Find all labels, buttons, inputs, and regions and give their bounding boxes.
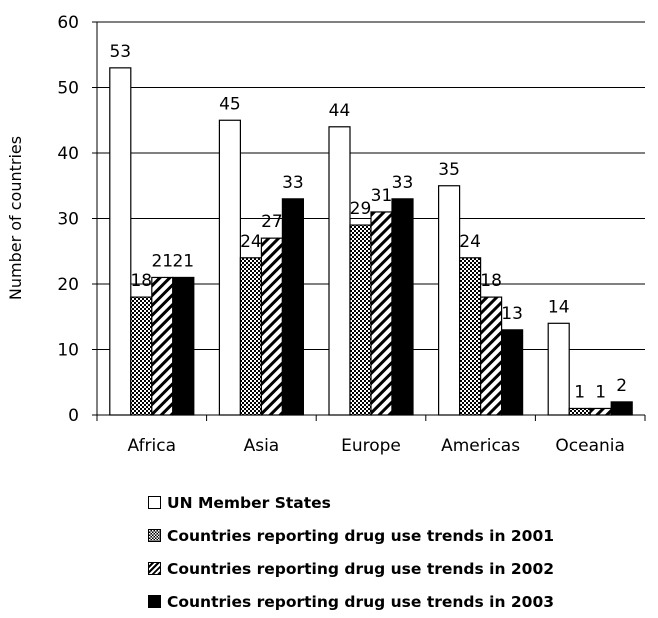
data-label: 24 — [459, 232, 481, 252]
legend-swatch-un-member-states — [148, 496, 161, 509]
legend-label: Countries reporting drug use trends in 2… — [167, 526, 555, 545]
y-tick-label: 60 — [57, 13, 79, 33]
category-label: Asia — [244, 436, 280, 456]
bar — [438, 185, 461, 416]
bar — [281, 198, 304, 416]
data-label: 1 — [595, 382, 606, 402]
legend-item: UN Member States — [148, 486, 554, 519]
category-label: Europe — [341, 436, 401, 456]
legend-item: Countries reporting drug use trends in 2… — [148, 552, 554, 585]
data-label: 18 — [130, 271, 152, 291]
legend-swatch-2003 — [148, 595, 161, 608]
category-label: Americas — [441, 436, 520, 456]
data-label: 33 — [282, 173, 304, 193]
y-axis-label: Number of countries — [6, 136, 25, 300]
legend-swatch-2001 — [148, 529, 161, 542]
bar — [172, 276, 195, 416]
data-label: 45 — [219, 94, 241, 114]
legend-label: Countries reporting drug use trends in 2… — [167, 559, 555, 578]
legend-label: Countries reporting drug use trends in 2… — [167, 592, 555, 611]
legend-swatch-2002 — [148, 562, 161, 575]
data-label: 33 — [392, 173, 414, 193]
bar — [501, 329, 524, 416]
bar — [260, 237, 283, 416]
data-label: 13 — [501, 304, 523, 324]
bar — [589, 407, 612, 416]
legend-item: Countries reporting drug use trends in 2… — [148, 519, 554, 552]
bar — [547, 322, 570, 416]
data-label: 2 — [616, 376, 627, 396]
data-label: 29 — [350, 199, 372, 219]
y-tick-label: 0 — [68, 406, 79, 426]
legend-item: Countries reporting drug use trends in 2… — [148, 585, 554, 618]
bar — [130, 296, 153, 416]
bar — [480, 296, 503, 416]
y-tick-label: 20 — [57, 275, 79, 295]
bar — [610, 401, 633, 416]
bar — [239, 257, 262, 416]
data-label: 24 — [240, 232, 262, 252]
y-tick-label: 10 — [57, 341, 79, 361]
legend: UN Member States Countries reporting dru… — [148, 486, 554, 618]
category-label: Oceania — [555, 436, 625, 456]
bar — [328, 126, 351, 416]
y-tick-label: 40 — [57, 144, 79, 164]
data-label: 35 — [438, 160, 460, 180]
bar — [568, 407, 591, 416]
bar — [370, 211, 393, 416]
data-label: 14 — [548, 297, 570, 317]
bar — [218, 119, 241, 416]
bar — [349, 224, 372, 416]
data-label: 18 — [480, 271, 502, 291]
data-label: 21 — [172, 251, 194, 271]
bar — [109, 67, 132, 416]
data-label: 44 — [329, 101, 351, 121]
category-label: Africa — [128, 436, 177, 456]
data-label: 27 — [261, 212, 283, 232]
data-label: 21 — [151, 251, 173, 271]
data-label: 1 — [574, 382, 585, 402]
bar-chart: 0 10 20 30 40 50 60 Africa Asia Europe Americas Oce… — [6, 13, 646, 456]
data-label: 53 — [109, 42, 131, 62]
y-tick-label: 50 — [57, 79, 79, 99]
legend-label: UN Member States — [167, 493, 331, 512]
y-tick-label: 30 — [57, 210, 79, 230]
bars — [109, 67, 633, 416]
bar — [391, 198, 414, 416]
bar — [151, 276, 174, 416]
data-label: 31 — [371, 186, 393, 206]
bar — [459, 257, 482, 416]
